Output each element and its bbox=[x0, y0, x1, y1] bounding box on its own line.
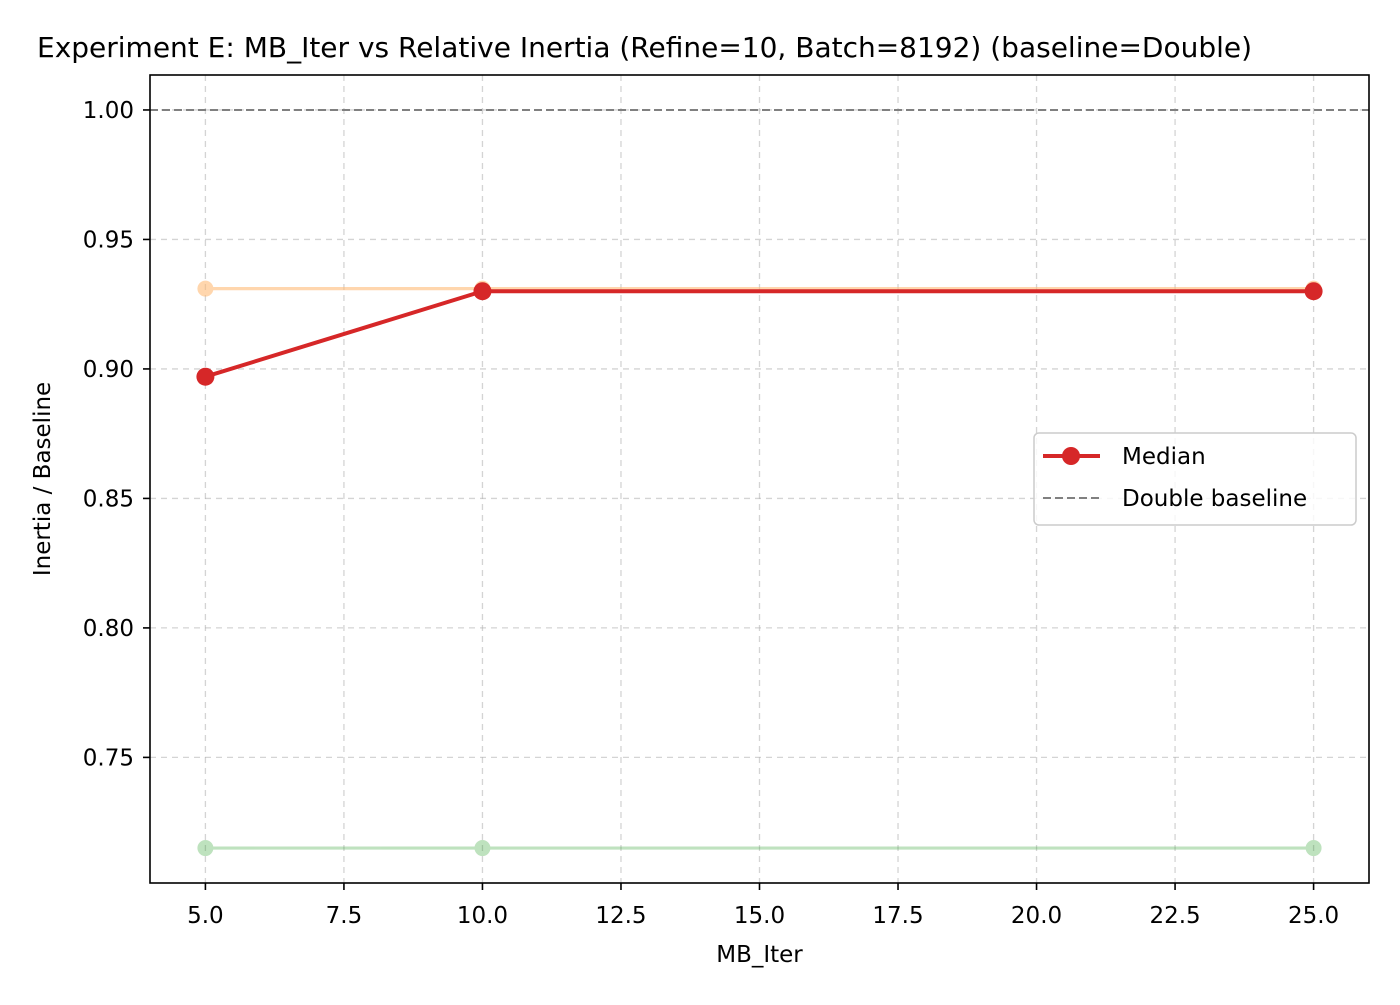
legend-swatch-marker-0 bbox=[1062, 447, 1080, 465]
y-tick-label-2: 0.85 bbox=[83, 486, 134, 512]
y-tick-label-4: 0.95 bbox=[83, 227, 134, 253]
legend-box bbox=[1033, 432, 1357, 526]
legend-item-0: Median bbox=[1043, 444, 1206, 470]
series-2 bbox=[196, 282, 1323, 386]
x-axis-ticks: 5.0 7.5 10.0 12.5 15.0 17.5 20.0 22.5 25.0 bbox=[187, 883, 1339, 929]
series-2-point-0 bbox=[196, 367, 215, 386]
series-1-point-2 bbox=[1305, 840, 1322, 857]
x-tick-label-6: 20.0 bbox=[1011, 903, 1062, 929]
series-2-point-1 bbox=[473, 282, 492, 301]
x-axis-label: MB_Iter bbox=[716, 942, 803, 968]
series-0 bbox=[197, 280, 1322, 297]
x-tick-label-5: 17.5 bbox=[872, 903, 923, 929]
legend-label-0: Median bbox=[1122, 444, 1206, 470]
y-tick-label-3: 0.90 bbox=[83, 357, 134, 383]
series-2-point-2 bbox=[1304, 282, 1323, 301]
y-tick-label-0: 0.75 bbox=[83, 745, 134, 771]
series-1 bbox=[197, 840, 1322, 857]
legend[interactable]: Median Double baseline bbox=[1033, 432, 1357, 526]
x-tick-label-7: 22.5 bbox=[1149, 903, 1200, 929]
series-1-point-0 bbox=[197, 840, 214, 857]
chart-title: Experiment E: MB_Iter vs Relative Inerti… bbox=[37, 31, 1252, 64]
legend-label-1: Double baseline bbox=[1122, 486, 1307, 512]
x-tick-label-8: 25.0 bbox=[1288, 903, 1339, 929]
x-tick-label-0: 5.0 bbox=[187, 903, 224, 929]
y-axis-label: Inertia / Baseline bbox=[30, 382, 56, 576]
x-tick-label-3: 12.5 bbox=[595, 903, 646, 929]
series-layer bbox=[196, 280, 1323, 857]
y-tick-label-5: 1.00 bbox=[83, 98, 134, 124]
y-tick-label-1: 0.80 bbox=[83, 616, 134, 642]
legend-item-1: Double baseline bbox=[1043, 486, 1307, 512]
series-1-point-1 bbox=[474, 840, 491, 857]
x-tick-label-4: 15.0 bbox=[734, 903, 785, 929]
series-0-point-0 bbox=[197, 280, 214, 297]
x-tick-label-2: 10.0 bbox=[457, 903, 508, 929]
x-tick-label-1: 7.5 bbox=[326, 903, 363, 929]
y-axis-ticks: 0.75 0.80 0.85 0.90 0.95 1.00 bbox=[83, 98, 150, 771]
grid bbox=[150, 75, 1369, 883]
